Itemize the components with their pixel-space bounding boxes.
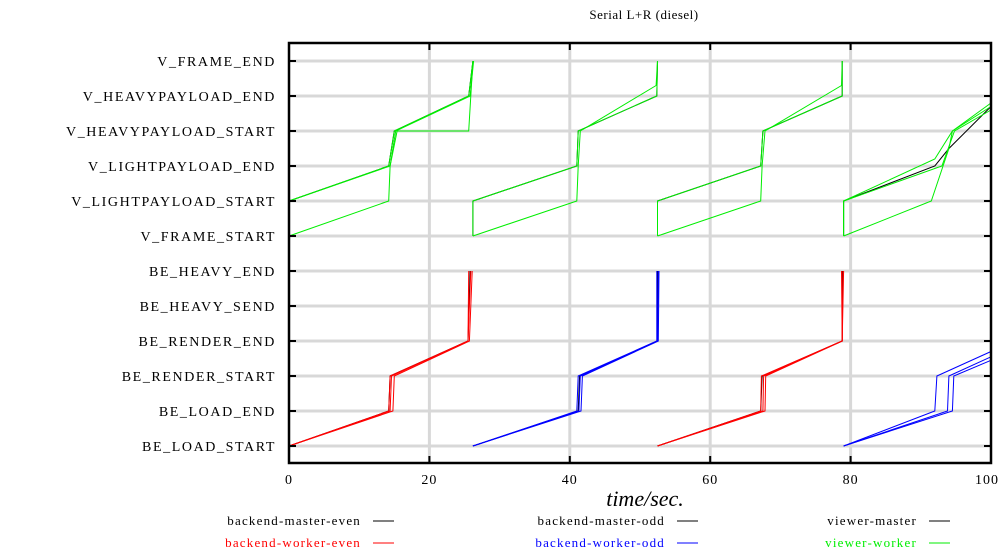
series-layer: [288, 60, 992, 447]
y-tick-label: BE_LOAD_START: [142, 440, 276, 455]
x-tick-label: 100: [975, 473, 999, 488]
series-line: [657, 60, 843, 237]
x-axis: 0 20 40 60 80 100: [285, 43, 999, 488]
y-tick-label: V_FRAME_START: [140, 230, 276, 245]
series-line: [657, 270, 845, 447]
series-line: [472, 60, 658, 236]
legend-label: backend-master-odd: [538, 513, 665, 528]
series-line: [843, 109, 992, 236]
legend-label: backend-worker-odd: [535, 535, 665, 550]
y-tick-label: BE_HEAVY_END: [149, 265, 276, 280]
x-tick-label: 60: [702, 473, 718, 488]
series-line: [472, 60, 658, 236]
series-line: [657, 271, 843, 447]
series-line: [843, 106, 992, 236]
chart-title: Serial L+R (diesel): [589, 7, 698, 22]
y-tick-label: BE_HEAVY_SEND: [140, 300, 276, 315]
series-line: [657, 61, 843, 236]
series-line: [472, 270, 659, 447]
y-tick-label: BE_LOAD_END: [159, 405, 276, 420]
legend: backend-master-even backend-master-odd vie…: [225, 513, 950, 550]
series-backend-master-odd: [472, 271, 658, 447]
series-line: [472, 270, 660, 447]
x-tick-label: 80: [843, 473, 859, 488]
series-line: [288, 270, 473, 447]
y-tick-label: BE_RENDER_END: [139, 335, 276, 350]
plot-frame: [287, 41, 993, 465]
series-line: [472, 271, 658, 447]
y-tick-label: V_LIGHTPAYLOAD_END: [88, 160, 276, 175]
series-line: [288, 270, 472, 447]
y-tick-label: BE_RENDER_START: [122, 370, 276, 385]
grid: [289, 43, 991, 463]
series-line: [472, 60, 658, 237]
series-line: [843, 356, 992, 447]
x-axis-label: time/sec.: [606, 486, 684, 511]
legend-label: viewer-worker: [825, 535, 917, 550]
legend-label: viewer-master: [827, 513, 917, 528]
series-line: [657, 270, 843, 447]
x-tick-label: 0: [285, 473, 293, 488]
y-tick-label: V_HEAVYPAYLOAD_END: [83, 90, 276, 105]
x-tick-label: 40: [562, 473, 578, 488]
legend-label: backend-master-even: [227, 513, 361, 528]
series-viewer-worker: [288, 60, 992, 237]
series-line: [288, 270, 470, 447]
legend-label: backend-worker-even: [225, 535, 361, 550]
series-line: [843, 106, 992, 236]
series-backend-master-even: [288, 270, 843, 447]
y-tick-label: V_LIGHTPAYLOAD_START: [71, 195, 276, 210]
series-line: [657, 61, 843, 236]
x-tick-label: 20: [421, 473, 437, 488]
series-line: [472, 271, 658, 447]
series-line: [288, 60, 474, 237]
y-tick-label: V_FRAME_END: [157, 55, 276, 70]
series-line: [843, 102, 992, 237]
y-tick-label: V_HEAVYPAYLOAD_START: [66, 125, 276, 140]
series-viewer-master: [288, 60, 992, 236]
series-line: [288, 270, 471, 447]
series-backend-worker-even: [288, 270, 845, 447]
series-line: [843, 351, 992, 447]
series-line: [843, 359, 992, 447]
y-axis: BE_LOAD_START BE_LOAD_END BE_RENDER_START B…: [66, 55, 991, 455]
series-backend-worker-odd: [472, 270, 992, 447]
series-line: [657, 270, 844, 447]
